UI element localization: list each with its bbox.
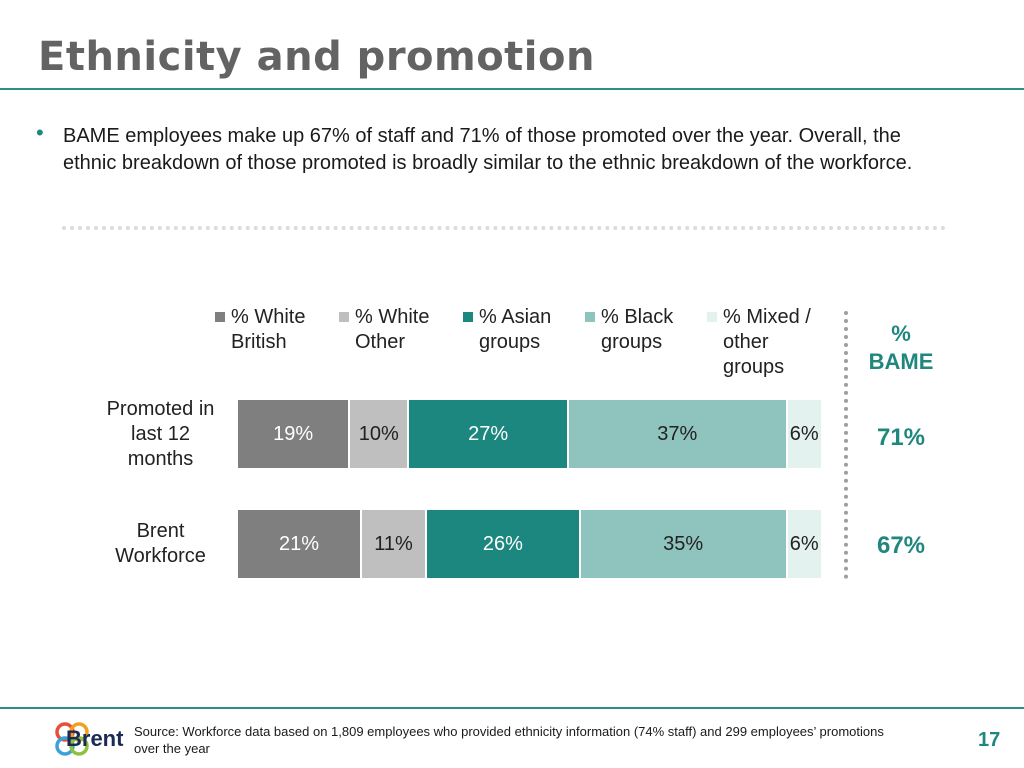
brent-logo-text: Brent [66, 726, 124, 751]
footer-divider [0, 707, 1024, 709]
legend-label: % White British [231, 306, 306, 353]
source-note: Source: Workforce data based on 1,809 em… [134, 724, 884, 756]
bar-data-label: 27% [468, 422, 509, 445]
bar-segment: 10% [350, 400, 410, 468]
bar-segment: 35% [580, 510, 788, 578]
bar-data-label: 37% [657, 422, 698, 445]
bar-segment: 6% [787, 400, 823, 468]
legend-swatch [339, 312, 349, 322]
bar-segment: 27% [409, 400, 569, 468]
brent-logo-icon [55, 722, 89, 756]
bar-data-label: 11% [374, 532, 413, 555]
bame-header: % BAME [868, 321, 934, 374]
bullet-text: BAME employees make up 67% of staff and … [63, 125, 913, 174]
bar-data-label: 6% [789, 422, 819, 445]
bullet-icon: • [36, 120, 44, 145]
bar-segment: 37% [568, 400, 788, 468]
bame-value-workforce: 67% [876, 532, 926, 559]
legend-label: % Asian groups [479, 306, 552, 353]
legend-swatch [707, 312, 717, 322]
bar-data-label: 26% [482, 532, 523, 555]
bar-segment: 26% [427, 510, 581, 578]
dotted-divider [62, 226, 946, 230]
legend-swatch [215, 312, 225, 322]
bar-data-label: 35% [663, 532, 704, 555]
bar-segment: 11% [362, 510, 428, 578]
bar-segment: 19% [238, 400, 351, 468]
legend-label: % Mixed / other groups [723, 306, 811, 378]
page-number: 17 [978, 729, 1001, 751]
title-divider [0, 88, 1024, 90]
legend-swatch [463, 312, 473, 322]
bame-separator [844, 311, 848, 579]
legend-label: % White Other [355, 306, 430, 353]
bar-data-label: 21% [279, 532, 320, 555]
bame-value-promoted: 71% [876, 424, 926, 451]
row-label: Promoted in last 12 months [106, 398, 215, 470]
bar-segment: 21% [238, 510, 363, 578]
bar-segment: 6% [787, 510, 823, 578]
legend-swatch [585, 312, 595, 322]
bar-data-label: 10% [358, 422, 399, 445]
legend-label: % Black groups [601, 306, 674, 353]
bar-data-label: 19% [273, 422, 314, 445]
slide-title: Ethnicity and promotion [38, 34, 595, 80]
row-label: Brent Workforce [115, 520, 206, 567]
bar-data-label: 6% [789, 532, 819, 555]
